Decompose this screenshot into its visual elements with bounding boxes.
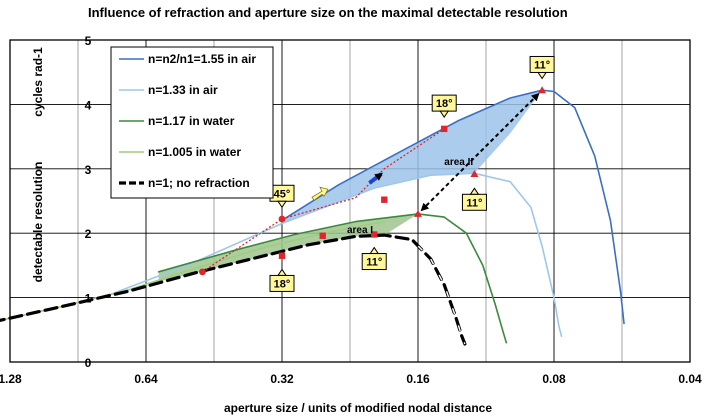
red-triangle bbox=[470, 169, 479, 177]
callout-text: 45° bbox=[274, 188, 291, 200]
callout-pointer bbox=[469, 187, 480, 195]
x-tick-label: 0.64 bbox=[134, 372, 158, 386]
y-tick-label: 5 bbox=[85, 34, 92, 48]
y-tick-labels: 0 1 2 3 4 5 bbox=[85, 34, 92, 370]
x-tick-label: 0.04 bbox=[678, 372, 702, 386]
area-label-1: area II bbox=[444, 157, 473, 168]
red-square bbox=[278, 252, 286, 259]
series-line-1 bbox=[281, 89, 625, 325]
area-label-2: area I bbox=[347, 225, 373, 236]
series-line-4 bbox=[0, 220, 386, 322]
red-square bbox=[371, 231, 378, 238]
chart-title: Influence of refraction and aperture siz… bbox=[88, 5, 568, 20]
callout-text: 11° bbox=[534, 59, 550, 71]
legend-label-4: n=1.005 in water bbox=[148, 145, 241, 159]
y-tick-label: 1 bbox=[85, 292, 92, 306]
red-square bbox=[381, 196, 388, 203]
callout-pointer bbox=[439, 110, 450, 119]
callout-pointer bbox=[277, 268, 287, 276]
blue-arrow bbox=[368, 172, 383, 185]
callout-pointer bbox=[537, 71, 548, 80]
y-tick-label: 3 bbox=[85, 163, 92, 177]
callout-1: 45° bbox=[269, 184, 295, 209]
x-tick-label: 1.28 bbox=[0, 372, 22, 386]
series-lines bbox=[0, 89, 625, 346]
area-ii-fill bbox=[282, 90, 543, 224]
red-dot bbox=[278, 215, 286, 223]
y-axis-unit-label: cycles rad-1 bbox=[31, 47, 45, 117]
callout-text: 18° bbox=[436, 98, 453, 110]
red-square bbox=[319, 232, 326, 239]
double-arrow bbox=[420, 92, 540, 212]
red-triangle bbox=[414, 209, 422, 217]
callout-text: 18° bbox=[274, 278, 291, 290]
legend-label-2: n=1.33 in air bbox=[148, 83, 218, 97]
red-triangle bbox=[538, 86, 547, 94]
series-line-5-highlight bbox=[411, 239, 466, 345]
y-tick-label: 0 bbox=[85, 356, 92, 370]
x-tick-labels: 1.28 0.64 0.32 0.16 0.08 0.04 bbox=[0, 372, 702, 386]
x-axis-label: aperture size / units of modified nodal … bbox=[224, 401, 492, 415]
legend-box bbox=[110, 46, 274, 199]
yellow-arrow bbox=[311, 186, 329, 201]
x-tick-label: 0.16 bbox=[406, 372, 430, 386]
callout-pointer bbox=[277, 200, 287, 209]
y-tick-label: 2 bbox=[85, 227, 92, 241]
x-tick-label: 0.32 bbox=[270, 372, 294, 386]
callout-text: 11° bbox=[466, 197, 482, 209]
legend: n=n2/n1=1.55 in air n=1.33 in air n=1.17 i… bbox=[110, 46, 274, 199]
legend-label-3: n=1.17 in water bbox=[148, 114, 235, 128]
legend-label-1: n=n2/n1=1.55 in air bbox=[148, 52, 256, 66]
callout-4: 11° bbox=[529, 55, 555, 80]
dotted-red-path bbox=[202, 128, 445, 273]
annotations: 45° 18° 18° 11° 11° 11° area II area I bbox=[199, 55, 555, 292]
y-axis-label: detectable resolution bbox=[31, 162, 45, 283]
callout-pointer bbox=[369, 246, 380, 255]
plot-frame bbox=[9, 39, 691, 363]
callout-5: 11° bbox=[461, 187, 487, 211]
series-line-3 bbox=[157, 213, 508, 344]
y-tick-label: 4 bbox=[85, 98, 92, 112]
x-tick-label: 0.08 bbox=[542, 372, 566, 386]
red-square bbox=[440, 125, 448, 133]
callout-2: 18° bbox=[269, 268, 295, 292]
callout-3: 18° bbox=[431, 94, 457, 119]
callout-6: 11° bbox=[361, 246, 387, 271]
legend-label-5: n=1; no refraction bbox=[148, 176, 250, 190]
red-dot bbox=[199, 268, 206, 276]
callout-text: 11° bbox=[366, 257, 382, 269]
area-i-fill bbox=[158, 213, 418, 282]
